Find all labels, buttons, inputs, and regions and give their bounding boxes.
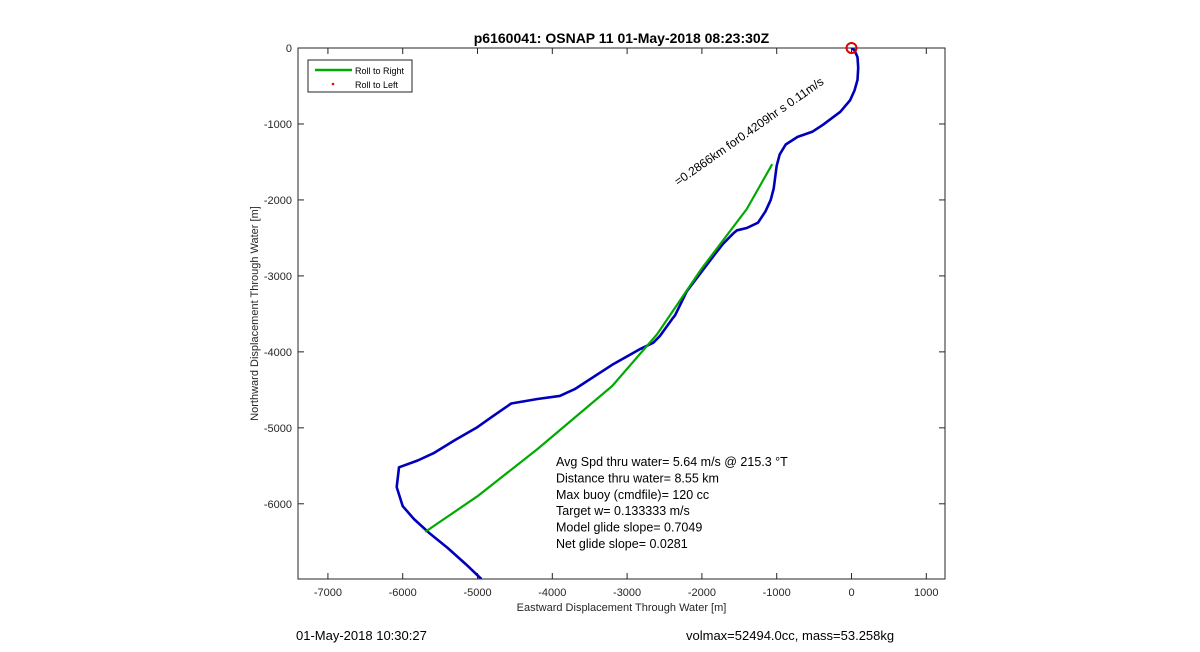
- start-marker: [845, 42, 858, 54]
- x-tick-label: 0: [848, 587, 854, 599]
- y-tick-label: -3000: [264, 271, 292, 283]
- x-tick-label: -5000: [463, 587, 491, 599]
- footer-date: 01-May-2018 10:30:27: [296, 628, 427, 643]
- track-line: [395, 48, 860, 579]
- x-tick-label: -1000: [763, 587, 791, 599]
- footer-volmax-mass: volmax=52494.0cc, mass=53.258kg: [686, 628, 895, 643]
- legend-label-roll-right: Roll to Right: [355, 66, 405, 76]
- y-axis-label: Northward Displacement Through Water [m]: [249, 206, 261, 421]
- axes-box: [297, 47, 946, 580]
- chart-title: p6160041: OSNAP 11 01-May-2018 08:23:30Z: [474, 30, 770, 46]
- stats-line: Avg Spd thru water= 5.64 m/s @ 215.3 °T: [556, 455, 788, 469]
- x-tick-label: 1000: [914, 587, 938, 599]
- legend-swatch-roll-left: [331, 82, 335, 86]
- stats-line: Net glide slope= 0.0281: [556, 537, 688, 551]
- stats-line: Model glide slope= 0.7049: [556, 521, 702, 535]
- y-tick-label: -6000: [264, 499, 292, 511]
- legend: Roll to Right Roll to Left: [307, 59, 413, 93]
- series-group: [395, 42, 860, 579]
- x-tick-label: -3000: [613, 587, 641, 599]
- axes: -7000 -6000 -5000 -4000 -3000 -2000 -1000 0 1000…: [249, 30, 946, 614]
- x-tick-label: -7000: [314, 587, 342, 599]
- y-tick-label: 0: [286, 43, 292, 55]
- stats-line: Max buoy (cmdfile)= 120 cc: [556, 488, 709, 502]
- x-tick-label: -4000: [538, 587, 566, 599]
- x-axis-label: Eastward Displacement Through Water [m]: [517, 602, 727, 614]
- x-tick-label: -2000: [688, 587, 716, 599]
- legend-label-roll-left: Roll to Left: [355, 80, 399, 90]
- x-tick-label: -6000: [389, 587, 417, 599]
- stats-line: Target w= 0.133333 m/s: [556, 504, 690, 518]
- y-tick-label: -5000: [264, 423, 292, 435]
- y-tick-label: -1000: [264, 119, 292, 131]
- roll-right-line: [424, 163, 774, 533]
- y-tick-label: -4000: [264, 347, 292, 359]
- stats-line: Distance thru water= 8.55 km: [556, 471, 719, 485]
- legend-box: [307, 59, 413, 93]
- y-tick-label: -2000: [264, 195, 292, 207]
- rotated-annotation: =0.2866km for0.4209hr s 0.11m/s: [672, 74, 827, 188]
